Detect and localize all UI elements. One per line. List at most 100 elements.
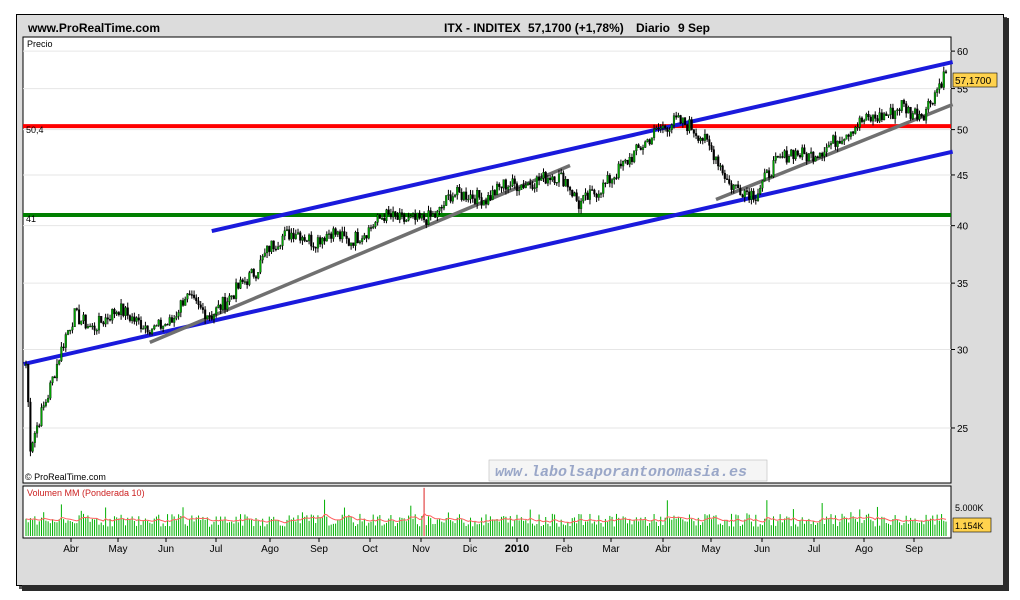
price-bar-body <box>562 172 565 187</box>
price-bar-body <box>175 316 178 319</box>
price-bar-body <box>894 110 897 119</box>
price-bar-body <box>533 187 536 189</box>
price-bar-body <box>829 143 833 146</box>
price-bar-body <box>219 304 222 310</box>
price-bar-body <box>325 233 328 242</box>
price-bar-body <box>356 232 359 244</box>
price-bar-body <box>602 182 605 194</box>
price-bar-body <box>564 179 567 187</box>
price-bar-body <box>33 433 36 443</box>
y-tick-label: 30 <box>957 345 969 356</box>
price-bar-body <box>549 177 552 181</box>
price-bar-body <box>818 153 821 158</box>
price-bar-body <box>874 114 877 119</box>
price-bar-body <box>905 103 908 114</box>
price-bar-body <box>277 246 280 250</box>
price-bar-body <box>500 186 503 189</box>
price-bar-body <box>615 177 618 179</box>
price-bar-body <box>599 193 603 195</box>
price-bar-body <box>922 115 925 121</box>
price-bar-body <box>91 325 94 328</box>
price-bar-body <box>442 205 446 209</box>
volume-average-line <box>25 512 947 524</box>
price-bar-body <box>597 193 600 198</box>
price-bar-body <box>772 160 775 177</box>
price-bar-body <box>387 209 390 215</box>
price-bar-body <box>476 190 479 204</box>
price-bar-body <box>38 425 41 427</box>
price-bar-body <box>316 237 319 249</box>
price-bar-body <box>524 184 527 188</box>
price-bar-body <box>843 139 846 142</box>
price-bar-body <box>456 187 459 196</box>
y-tick-label: 60 <box>957 47 969 58</box>
price-bar-body <box>179 300 182 313</box>
x-tick-label: 2010 <box>505 543 529 555</box>
price-bar-body <box>29 401 32 452</box>
site-title[interactable]: www.ProRealTime.com <box>28 21 161 35</box>
price-bar-body <box>358 241 361 244</box>
watermark-text[interactable]: www.labolsaporantonomasia.es <box>495 464 747 481</box>
price-bar-body <box>447 194 450 196</box>
price-bar-body <box>745 190 749 192</box>
price-bar-body <box>717 156 720 167</box>
price-bar-body <box>195 297 198 302</box>
price-bar-body <box>323 237 326 242</box>
price-bar-body <box>135 317 138 322</box>
price-bar-body <box>223 297 227 310</box>
price-bar-body <box>918 114 921 120</box>
price-bar-body <box>898 109 901 111</box>
price-bar-body <box>252 268 255 277</box>
price-bar-body <box>31 442 34 452</box>
price-bar-body <box>577 200 580 209</box>
price-bar-body <box>257 272 260 279</box>
price-bar-body <box>931 103 934 105</box>
price-bar-body <box>40 407 43 426</box>
price-bar-body <box>641 147 645 150</box>
price-bar-body <box>292 232 295 239</box>
price-bar-body <box>860 117 864 122</box>
price-bar-body <box>593 189 596 195</box>
price-bar-body <box>299 232 302 241</box>
price-bar-body <box>496 183 499 196</box>
price-bar-body <box>212 314 216 320</box>
price-bar-body <box>274 248 277 251</box>
price-bar-body <box>128 315 131 321</box>
price-bar-body <box>785 150 788 163</box>
price-bar-body <box>199 304 202 308</box>
price-grid <box>23 50 951 429</box>
price-bar-body <box>414 213 417 220</box>
price-bar-body <box>210 315 213 320</box>
y-tick-label: 35 <box>957 279 969 290</box>
price-bar-body <box>418 212 421 219</box>
price-bar-body <box>460 191 463 200</box>
price-bar-body <box>774 156 777 161</box>
price-bar-body <box>279 245 282 247</box>
price-bar-body <box>896 109 899 111</box>
price-bar-body <box>531 184 534 189</box>
price-bar-body <box>281 235 284 246</box>
price-bar-body <box>604 182 607 185</box>
price-bar-body <box>560 172 563 175</box>
price-bar-body <box>783 150 786 158</box>
price-bar-body <box>246 281 249 285</box>
price-bar-body <box>555 182 558 184</box>
price-bar-body <box>938 83 941 90</box>
price-bar-body <box>400 212 404 215</box>
price-bar-body <box>153 325 156 330</box>
price-bar-body <box>248 272 251 285</box>
price-bar-body <box>867 114 870 118</box>
price-bar-body <box>529 182 532 185</box>
price-bar-body <box>580 200 583 209</box>
price-bar-body <box>117 312 120 315</box>
price-bar-body <box>847 134 850 137</box>
price-bar-body <box>887 114 890 116</box>
price-bar-body <box>361 238 364 242</box>
price-bar-body <box>86 326 89 329</box>
price-bar-body <box>49 382 52 399</box>
trend-line-1 <box>149 163 571 344</box>
price-bar-body <box>586 192 589 200</box>
price-bar-body <box>863 120 866 122</box>
price-bar-body <box>661 125 664 129</box>
price-bar-body <box>568 187 572 191</box>
